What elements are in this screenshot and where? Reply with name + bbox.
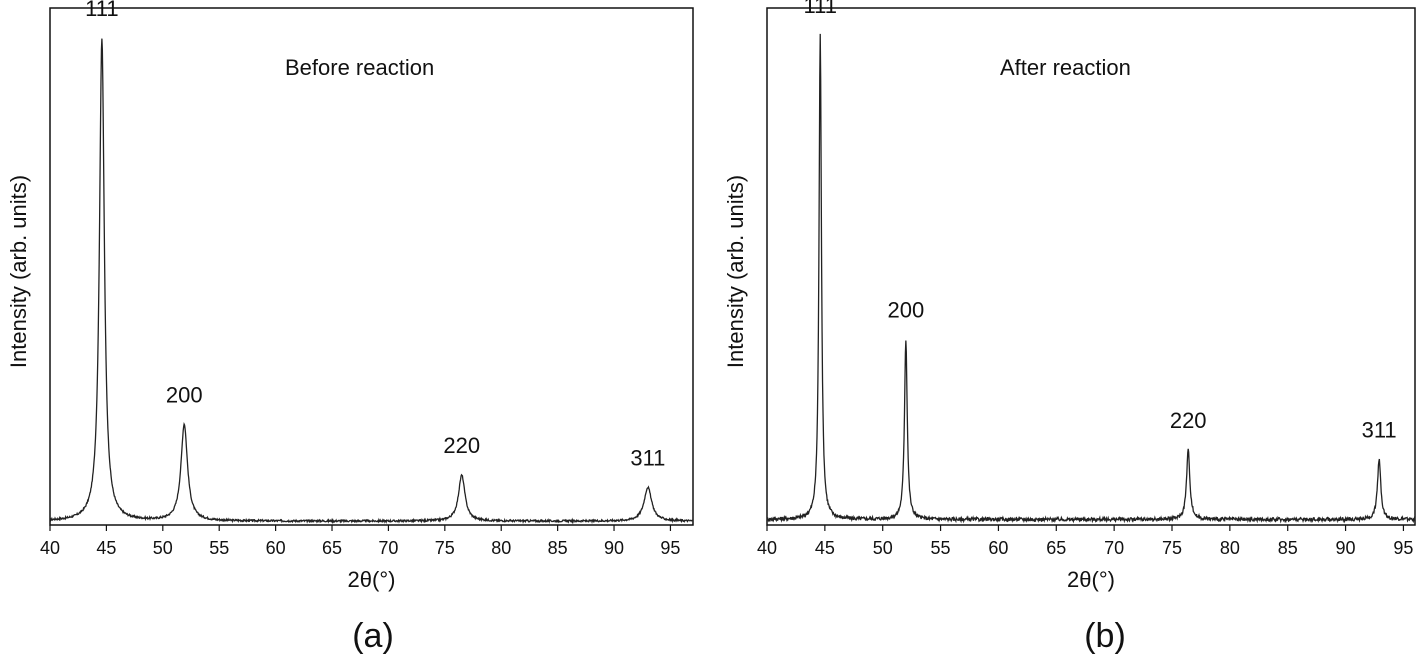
x-tick-label: 50 [153,538,173,558]
x-tick-label: 80 [491,538,511,558]
x-tick-label: 65 [322,538,342,558]
peak-label-311: 311 [630,445,665,470]
condition-annotation: After reaction [1000,55,1131,80]
peak-label-220: 220 [443,433,480,458]
x-tick-label: 90 [1336,538,1356,558]
peak-label-111: 111 [85,0,118,21]
peak-label-111: 111 [804,0,837,18]
x-tick-label: 70 [1104,538,1124,558]
x-axis-label: 2θ(°) [1067,567,1115,592]
x-tick-label: 80 [1220,538,1240,558]
x-axis-label: 2θ(°) [348,567,396,592]
plot-frame [766,7,1416,526]
peak-label-200: 200 [887,297,924,322]
x-tick-label: 40 [757,538,777,558]
x-tick-label: 75 [435,538,455,558]
y-axis-label: Intensity (arb. units) [6,175,31,368]
plot-frame [49,7,694,526]
x-tick-label: 40 [40,538,60,558]
peak-label-220: 220 [1170,408,1207,433]
panel-label: (b) [1084,617,1126,655]
panel-label: (a) [352,617,394,655]
xrd-pattern-line [766,33,1416,524]
x-tick-label: 55 [209,538,229,558]
x-tick-label: 60 [988,538,1008,558]
y-axis-label: Intensity (arb. units) [723,175,748,368]
condition-annotation: Before reaction [285,55,434,80]
x-tick-label: 85 [1278,538,1298,558]
x-tick-label: 85 [548,538,568,558]
chart-panel-b: 40 45 50 55 60 65 70 75 80 85 90 95 2θ(°) Intensity (… [723,0,1416,655]
x-tick-label: 65 [1046,538,1066,558]
x-tick-label: 70 [378,538,398,558]
xrd-pattern-line [49,38,694,525]
chart-panel-a: 40 45 50 55 60 65 70 75 80 85 90 95 2θ(°) Intensity (… [6,0,694,655]
peak-label-311: 311 [1362,417,1397,442]
peak-label-200: 200 [166,382,203,407]
x-tick-label: 75 [1162,538,1182,558]
x-tick-label: 55 [931,538,951,558]
x-tick-label: 95 [1393,538,1413,558]
x-tick-label: 45 [96,538,116,558]
x-tick-label: 60 [266,538,286,558]
x-tick-label: 95 [660,538,680,558]
x-tick-label: 90 [604,538,624,558]
x-tick-label: 50 [873,538,893,558]
x-tick-label: 45 [815,538,835,558]
